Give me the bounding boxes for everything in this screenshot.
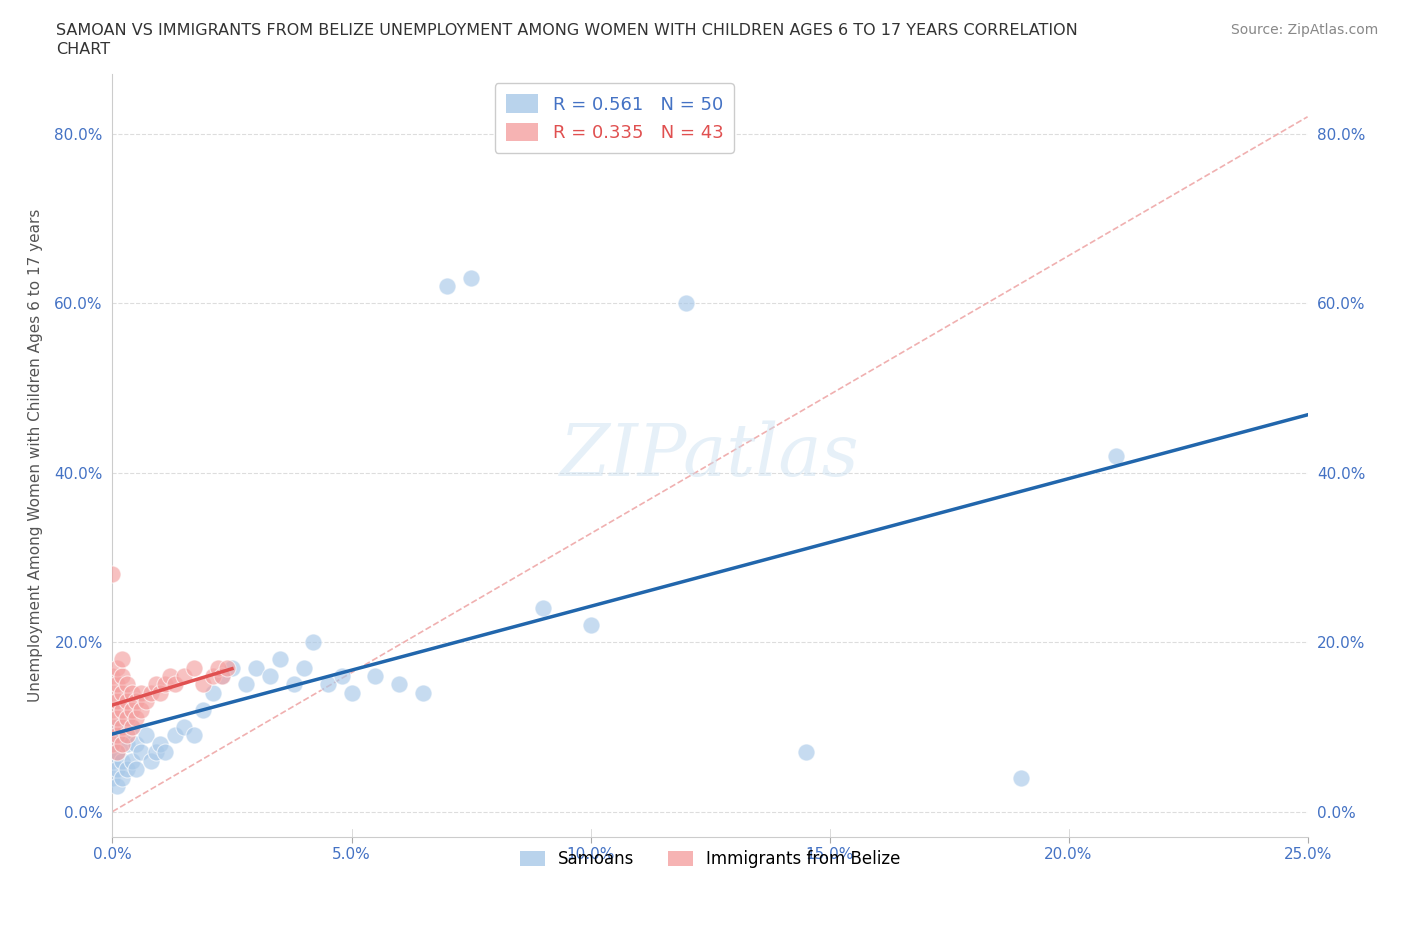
Samoans xyxy=(115,737,138,751)
Samoans xyxy=(221,660,243,675)
Immigrants from Belize xyxy=(101,567,124,582)
Samoans xyxy=(145,745,167,760)
Immigrants from Belize xyxy=(121,702,143,717)
Immigrants from Belize xyxy=(121,720,143,735)
Immigrants from Belize xyxy=(105,728,128,743)
Immigrants from Belize xyxy=(135,694,157,709)
Immigrants from Belize xyxy=(217,660,239,675)
Immigrants from Belize xyxy=(193,677,215,692)
Immigrants from Belize xyxy=(115,677,138,692)
Samoans xyxy=(135,728,157,743)
Immigrants from Belize xyxy=(201,669,224,684)
Immigrants from Belize xyxy=(101,720,124,735)
Immigrants from Belize xyxy=(101,737,124,751)
Immigrants from Belize xyxy=(129,685,152,700)
Immigrants from Belize xyxy=(105,745,128,760)
Immigrants from Belize xyxy=(145,677,167,692)
Samoans xyxy=(163,728,186,743)
Immigrants from Belize xyxy=(111,702,134,717)
Samoans xyxy=(121,720,143,735)
Immigrants from Belize xyxy=(105,711,128,725)
Samoans xyxy=(1105,448,1128,463)
Samoans xyxy=(412,685,434,700)
Immigrants from Belize xyxy=(105,677,128,692)
Immigrants from Belize xyxy=(159,669,181,684)
Immigrants from Belize xyxy=(139,685,162,700)
Immigrants from Belize xyxy=(207,660,229,675)
Samoans xyxy=(173,720,195,735)
Text: Source: ZipAtlas.com: Source: ZipAtlas.com xyxy=(1230,23,1378,37)
Immigrants from Belize xyxy=(149,685,172,700)
Samoans xyxy=(364,669,387,684)
Samoans xyxy=(121,753,143,768)
Samoans xyxy=(105,762,128,777)
Samoans xyxy=(292,660,315,675)
Samoans xyxy=(201,685,224,700)
Samoans xyxy=(531,601,554,616)
Immigrants from Belize xyxy=(211,669,233,684)
Immigrants from Belize xyxy=(115,728,138,743)
Samoans xyxy=(101,737,124,751)
Samoans xyxy=(269,652,291,667)
Samoans xyxy=(436,279,458,294)
Samoans xyxy=(388,677,411,692)
Y-axis label: Unemployment Among Women with Children Ages 6 to 17 years: Unemployment Among Women with Children A… xyxy=(28,209,44,702)
Samoans xyxy=(675,296,697,311)
Immigrants from Belize xyxy=(111,685,134,700)
Immigrants from Belize xyxy=(111,737,134,751)
Samoans xyxy=(183,728,205,743)
Immigrants from Belize xyxy=(101,669,124,684)
Samoans xyxy=(111,753,134,768)
Legend: Samoans, Immigrants from Belize: Samoans, Immigrants from Belize xyxy=(513,844,907,874)
Samoans xyxy=(460,271,482,286)
Text: SAMOAN VS IMMIGRANTS FROM BELIZE UNEMPLOYMENT AMONG WOMEN WITH CHILDREN AGES 6 T: SAMOAN VS IMMIGRANTS FROM BELIZE UNEMPLO… xyxy=(56,23,1078,38)
Samoans xyxy=(115,762,138,777)
Samoans xyxy=(1010,770,1032,785)
Samoans xyxy=(111,770,134,785)
Immigrants from Belize xyxy=(173,669,195,684)
Samoans xyxy=(153,745,176,760)
Samoans xyxy=(235,677,257,692)
Samoans xyxy=(101,770,124,785)
Samoans xyxy=(139,753,162,768)
Immigrants from Belize xyxy=(111,720,134,735)
Immigrants from Belize xyxy=(115,711,138,725)
Samoans xyxy=(283,677,305,692)
Immigrants from Belize xyxy=(163,677,186,692)
Samoans xyxy=(125,762,148,777)
Immigrants from Belize xyxy=(105,660,128,675)
Immigrants from Belize xyxy=(129,702,152,717)
Immigrants from Belize xyxy=(115,694,138,709)
Immigrants from Belize xyxy=(105,694,128,709)
Samoans xyxy=(245,660,267,675)
Samoans xyxy=(193,702,215,717)
Samoans xyxy=(794,745,817,760)
Text: CHART: CHART xyxy=(56,42,110,57)
Samoans xyxy=(330,669,353,684)
Samoans xyxy=(340,685,363,700)
Immigrants from Belize xyxy=(101,702,124,717)
Samoans xyxy=(105,720,128,735)
Samoans xyxy=(111,728,134,743)
Immigrants from Belize xyxy=(111,669,134,684)
Text: ZIPatlas: ZIPatlas xyxy=(560,420,860,491)
Samoans xyxy=(105,778,128,793)
Immigrants from Belize xyxy=(183,660,205,675)
Samoans xyxy=(149,737,172,751)
Samoans xyxy=(129,745,152,760)
Samoans xyxy=(316,677,339,692)
Samoans xyxy=(105,745,128,760)
Immigrants from Belize xyxy=(121,685,143,700)
Immigrants from Belize xyxy=(125,711,148,725)
Immigrants from Belize xyxy=(153,677,176,692)
Samoans xyxy=(302,634,325,649)
Samoans xyxy=(101,753,124,768)
Samoans xyxy=(211,669,233,684)
Immigrants from Belize xyxy=(125,694,148,709)
Immigrants from Belize xyxy=(111,652,134,667)
Immigrants from Belize xyxy=(101,685,124,700)
Samoans xyxy=(259,669,281,684)
Samoans xyxy=(125,737,148,751)
Samoans xyxy=(579,618,602,632)
